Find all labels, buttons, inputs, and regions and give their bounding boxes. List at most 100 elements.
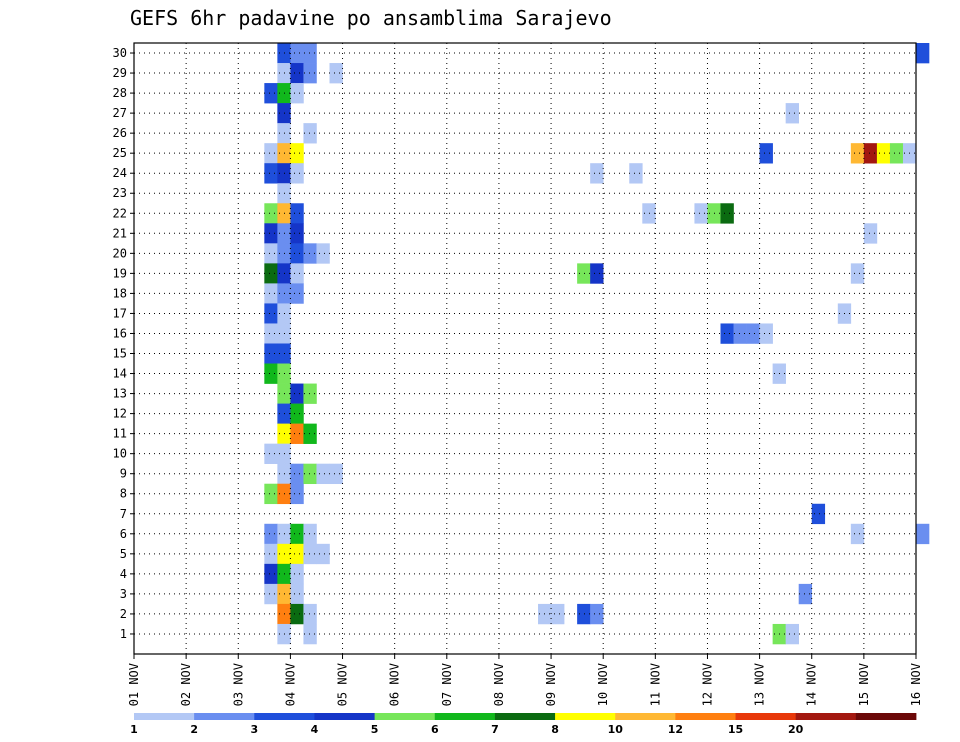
colorbar: 1 2 3 4 5 6 7 8 10 12 15 20 — [130, 713, 917, 736]
x-axis-ticks: 01 NOV 02 NOV 03 NOV 04 NOV 05 NOV 06 NOV 07 N… — [127, 654, 923, 706]
precip-cell — [264, 143, 278, 164]
colorbar-label: 10 — [608, 723, 624, 736]
x-tick-label: 02 NOV — [179, 663, 193, 706]
precip-cell — [264, 443, 278, 464]
y-tick-label: 23 — [113, 186, 127, 200]
y-tick-label: 11 — [113, 427, 127, 441]
x-tick-label: 14 NOV — [805, 663, 819, 706]
precip-cell — [303, 603, 317, 625]
precip-cell — [290, 403, 304, 424]
precip-cell — [303, 463, 317, 485]
x-tick-label: 10 NOV — [596, 663, 610, 706]
precip-cell — [290, 163, 304, 184]
y-tick-label: 10 — [113, 447, 127, 461]
colorbar-swatch — [494, 713, 556, 720]
precip-cell — [303, 523, 317, 545]
precip-cell — [290, 563, 304, 585]
precip-cell — [785, 103, 799, 124]
precip-cell — [290, 523, 304, 545]
colorbar-label: 20 — [788, 723, 804, 736]
colorbar-swatch — [254, 713, 315, 720]
precip-cell — [590, 163, 604, 184]
precip-cell — [264, 163, 278, 184]
precip-cell — [264, 343, 278, 364]
colorbar-label: 5 — [371, 723, 379, 736]
colorbar-label: 2 — [190, 723, 198, 736]
precip-cell — [264, 523, 278, 545]
y-tick-label: 27 — [113, 106, 127, 120]
precip-cell — [785, 623, 799, 645]
precip-cell — [551, 603, 565, 625]
y-tick-label: 8 — [120, 487, 127, 501]
precip-cell — [290, 423, 304, 444]
colorbar-swatch — [314, 713, 376, 720]
y-tick-label: 18 — [113, 286, 127, 300]
y-tick-label: 12 — [113, 407, 127, 421]
precip-cell — [303, 43, 317, 64]
precip-cell — [303, 63, 317, 84]
precip-cell — [916, 43, 930, 64]
colorbar-label: 7 — [491, 723, 499, 736]
colorbar-label: 4 — [311, 723, 319, 736]
precip-cell — [264, 363, 278, 384]
precip-cell — [916, 523, 930, 545]
y-tick-label: 20 — [113, 246, 127, 260]
precip-cell — [290, 263, 304, 284]
precip-cell — [759, 323, 773, 344]
precip-cell — [303, 623, 317, 645]
x-tick-label: 08 NOV — [492, 663, 506, 706]
precip-cell — [264, 243, 278, 264]
y-tick-label: 24 — [113, 166, 127, 180]
precip-cell — [863, 223, 878, 244]
precip-cell — [329, 463, 343, 485]
x-tick-label: 04 NOV — [283, 663, 297, 706]
colorbar-label: 6 — [431, 723, 439, 736]
precip-cell — [290, 223, 304, 244]
precip-cell — [290, 63, 304, 84]
precip-cell — [303, 243, 317, 264]
y-tick-label: 7 — [120, 507, 127, 521]
precip-cell — [329, 63, 343, 84]
precip-cell — [303, 543, 317, 565]
precip-cell — [290, 463, 304, 485]
precip-cell — [264, 203, 278, 224]
precip-cell — [290, 603, 304, 625]
precip-cell — [590, 263, 604, 284]
colorbar-swatch — [855, 713, 917, 720]
precip-cell — [264, 583, 278, 605]
precip-cell — [303, 423, 317, 444]
precip-cell — [264, 263, 278, 284]
precip-cell — [264, 303, 278, 324]
precip-cell — [290, 83, 304, 104]
y-tick-label: 26 — [113, 126, 127, 140]
x-tick-label: 06 NOV — [388, 663, 402, 706]
precip-cell — [316, 543, 330, 565]
y-tick-label: 13 — [113, 387, 127, 401]
y-tick-label: 17 — [113, 306, 127, 320]
precip-cell — [642, 203, 656, 224]
precip-cell — [850, 523, 865, 545]
y-tick-label: 15 — [113, 347, 127, 361]
y-tick-label: 19 — [113, 266, 127, 280]
colorbar-swatch — [374, 713, 436, 720]
precip-cell — [811, 503, 826, 525]
precip-cell — [264, 323, 278, 344]
precip-cell — [303, 383, 317, 404]
precip-cell — [290, 383, 304, 404]
x-tick-label: 15 NOV — [857, 663, 871, 706]
precip-cell — [577, 603, 591, 625]
precip-cell — [316, 243, 330, 264]
precip-cell — [290, 583, 304, 605]
y-tick-label: 28 — [113, 86, 127, 100]
precip-cell — [290, 283, 304, 304]
precip-cell — [694, 203, 708, 224]
y-tick-label: 22 — [113, 206, 127, 220]
precip-cell — [850, 263, 865, 284]
x-tick-label: 05 NOV — [336, 663, 350, 706]
x-tick-label: 03 NOV — [231, 663, 245, 706]
y-tick-label: 14 — [113, 367, 127, 381]
x-tick-label: 01 NOV — [127, 663, 141, 706]
precip-cell — [733, 323, 747, 344]
precip-cell — [290, 143, 304, 164]
colorbar-swatch — [675, 713, 736, 720]
